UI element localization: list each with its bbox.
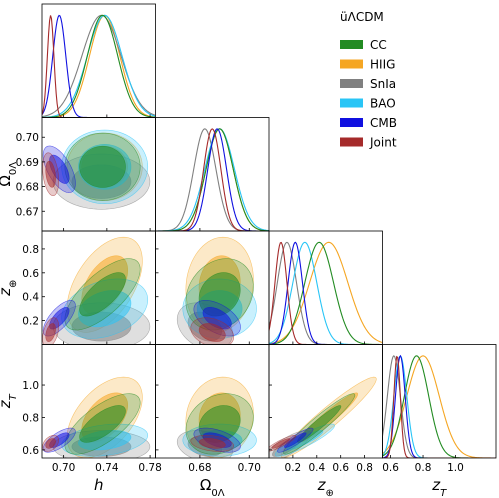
x-tick-label-zp: 0.4: [308, 462, 325, 474]
legend-item-snia: SnIa: [340, 77, 396, 91]
marginal-curve-snia-h: [42, 14, 156, 118]
legend-item-hiig: HIIG: [340, 58, 395, 72]
legend-item-joint: Joint: [340, 136, 397, 150]
y-tick-label-zp: 0.4: [22, 292, 39, 304]
marginal-curve-bao-h: [42, 14, 156, 118]
legend-label: SnIa: [370, 77, 396, 91]
legend: üΛCDM CC HIIG SnIa BAO CMB Joint: [340, 10, 397, 150]
contour-1sigma-joint-omega-zt: [198, 438, 226, 449]
contour-1sigma-joint-zp-zt: [271, 438, 291, 449]
legend-swatch: [340, 98, 363, 108]
x-axis-label-omega: Ω0Λ: [200, 476, 225, 498]
y-tick-label-zt: 1.0: [22, 380, 39, 392]
panel-omega-zt: [155, 344, 270, 459]
panel-zp-zp: [268, 230, 383, 345]
contour-1sigma-cmb-zp-zt: [284, 432, 307, 448]
panel-h-omega: [41, 117, 156, 232]
marginal-curve-hiig-zp: [269, 241, 383, 345]
legend-item-cc: CC: [340, 38, 387, 52]
panel-zp-zt: [268, 344, 383, 459]
x-tick-label-zt: 0.8: [415, 462, 432, 474]
x-tick-label-zp: 0.8: [356, 462, 373, 474]
legend-swatch: [340, 118, 363, 127]
x-tick-label-zp: 0.6: [332, 462, 349, 474]
legend-item-bao: BAO: [340, 97, 396, 111]
panel-zt-zt: [382, 344, 497, 459]
legend-label: CC: [370, 38, 387, 52]
x-axis-label-zt: zT: [431, 476, 447, 498]
x-tick-label-omega: 0.68: [188, 462, 211, 474]
legend-label: Joint: [369, 136, 397, 150]
y-tick-label-zt: 0.8: [22, 412, 39, 424]
y-tick-label-zt: 0.6: [22, 445, 39, 457]
panel-frame: [155, 117, 270, 232]
y-tick-label-zp: 0.8: [22, 244, 39, 256]
legend-label: BAO: [370, 97, 396, 111]
contour-1sigma-joint-h-zt: [45, 438, 56, 449]
x-tick-label-zt: 0.6: [382, 462, 399, 474]
contour-1sigma-cc-h-omega: [79, 145, 126, 188]
legend-swatch: [340, 79, 363, 88]
marginal-curve-joint-h: [42, 15, 156, 118]
x-tick-label-h: 0.74: [95, 462, 119, 474]
panel-h-h: [41, 3, 156, 118]
marginal-curve-hiig-zt: [382, 355, 496, 458]
marginal-curve-joint-zp: [269, 241, 383, 345]
y-tick-label-zp: 0.6: [22, 268, 39, 280]
contour-1sigma-joint-h-omega: [45, 160, 56, 188]
x-tick-label-omega: 0.70: [238, 462, 261, 474]
y-tick-label-omega: 0.70: [16, 132, 39, 144]
panel-h-zt: [41, 344, 156, 459]
y-axis-label-zt: zT: [0, 393, 19, 409]
marginal-curve-joint-zt: [382, 355, 496, 458]
marginal-curve-snia-zt: [382, 355, 496, 458]
y-tick-label-omega: 0.67: [16, 206, 39, 218]
legend-swatch: [340, 40, 363, 49]
contour-1sigma-joint-h-zp: [45, 323, 56, 342]
y-tick-label-omega: 0.69: [16, 157, 39, 169]
marginal-curve-hiig-h: [42, 14, 156, 118]
marginal-curve-cmb-zt: [382, 354, 496, 458]
marginal-curve-cmb-h: [42, 14, 156, 118]
x-tick-label-zp: 0.2: [285, 462, 302, 474]
legend-label: HIIG: [370, 58, 395, 72]
marginal-curve-cc-zp: [269, 241, 383, 345]
legend-label: CMB: [370, 116, 397, 130]
y-axis-label-zp: z⊕: [0, 280, 19, 297]
marginal-curve-bao-zp: [269, 241, 383, 345]
panel-h-zp: [41, 230, 156, 345]
marginal-curve-cc-h: [42, 14, 156, 118]
contour-1sigma-cc-omega-zp: [198, 272, 241, 317]
x-axis-label-zp: z⊕: [317, 476, 334, 498]
legend-item-cmb: CMB: [340, 116, 397, 130]
y-tick-label-zp: 0.2: [22, 316, 39, 328]
x-tick-label-zt: 1.0: [447, 462, 464, 474]
legend-swatch: [340, 59, 363, 69]
marginal-curve-cc-zt: [382, 355, 496, 458]
contour-1sigma-cc-h-zt: [79, 405, 126, 443]
x-tick-label-h: 0.70: [52, 462, 75, 474]
contour-1sigma-cmb-h-omega: [49, 154, 70, 184]
x-axis-label-h: h: [94, 476, 104, 494]
marginal-curve-cmb-omega: [155, 128, 269, 231]
marginal-curve-bao-zt: [382, 355, 496, 458]
panel-frame: [382, 344, 497, 459]
legend-swatch: [340, 137, 363, 147]
contour-1sigma-cc-h-zp: [79, 272, 126, 317]
legend-title: üΛCDM: [340, 10, 384, 24]
y-tick-label-omega: 0.68: [16, 182, 39, 194]
contour-1sigma-joint-omega-zp: [198, 323, 226, 342]
x-tick-label-h: 0.78: [138, 462, 161, 474]
panel-omega-zp: [155, 230, 270, 345]
panel-omega-omega: [155, 117, 270, 232]
